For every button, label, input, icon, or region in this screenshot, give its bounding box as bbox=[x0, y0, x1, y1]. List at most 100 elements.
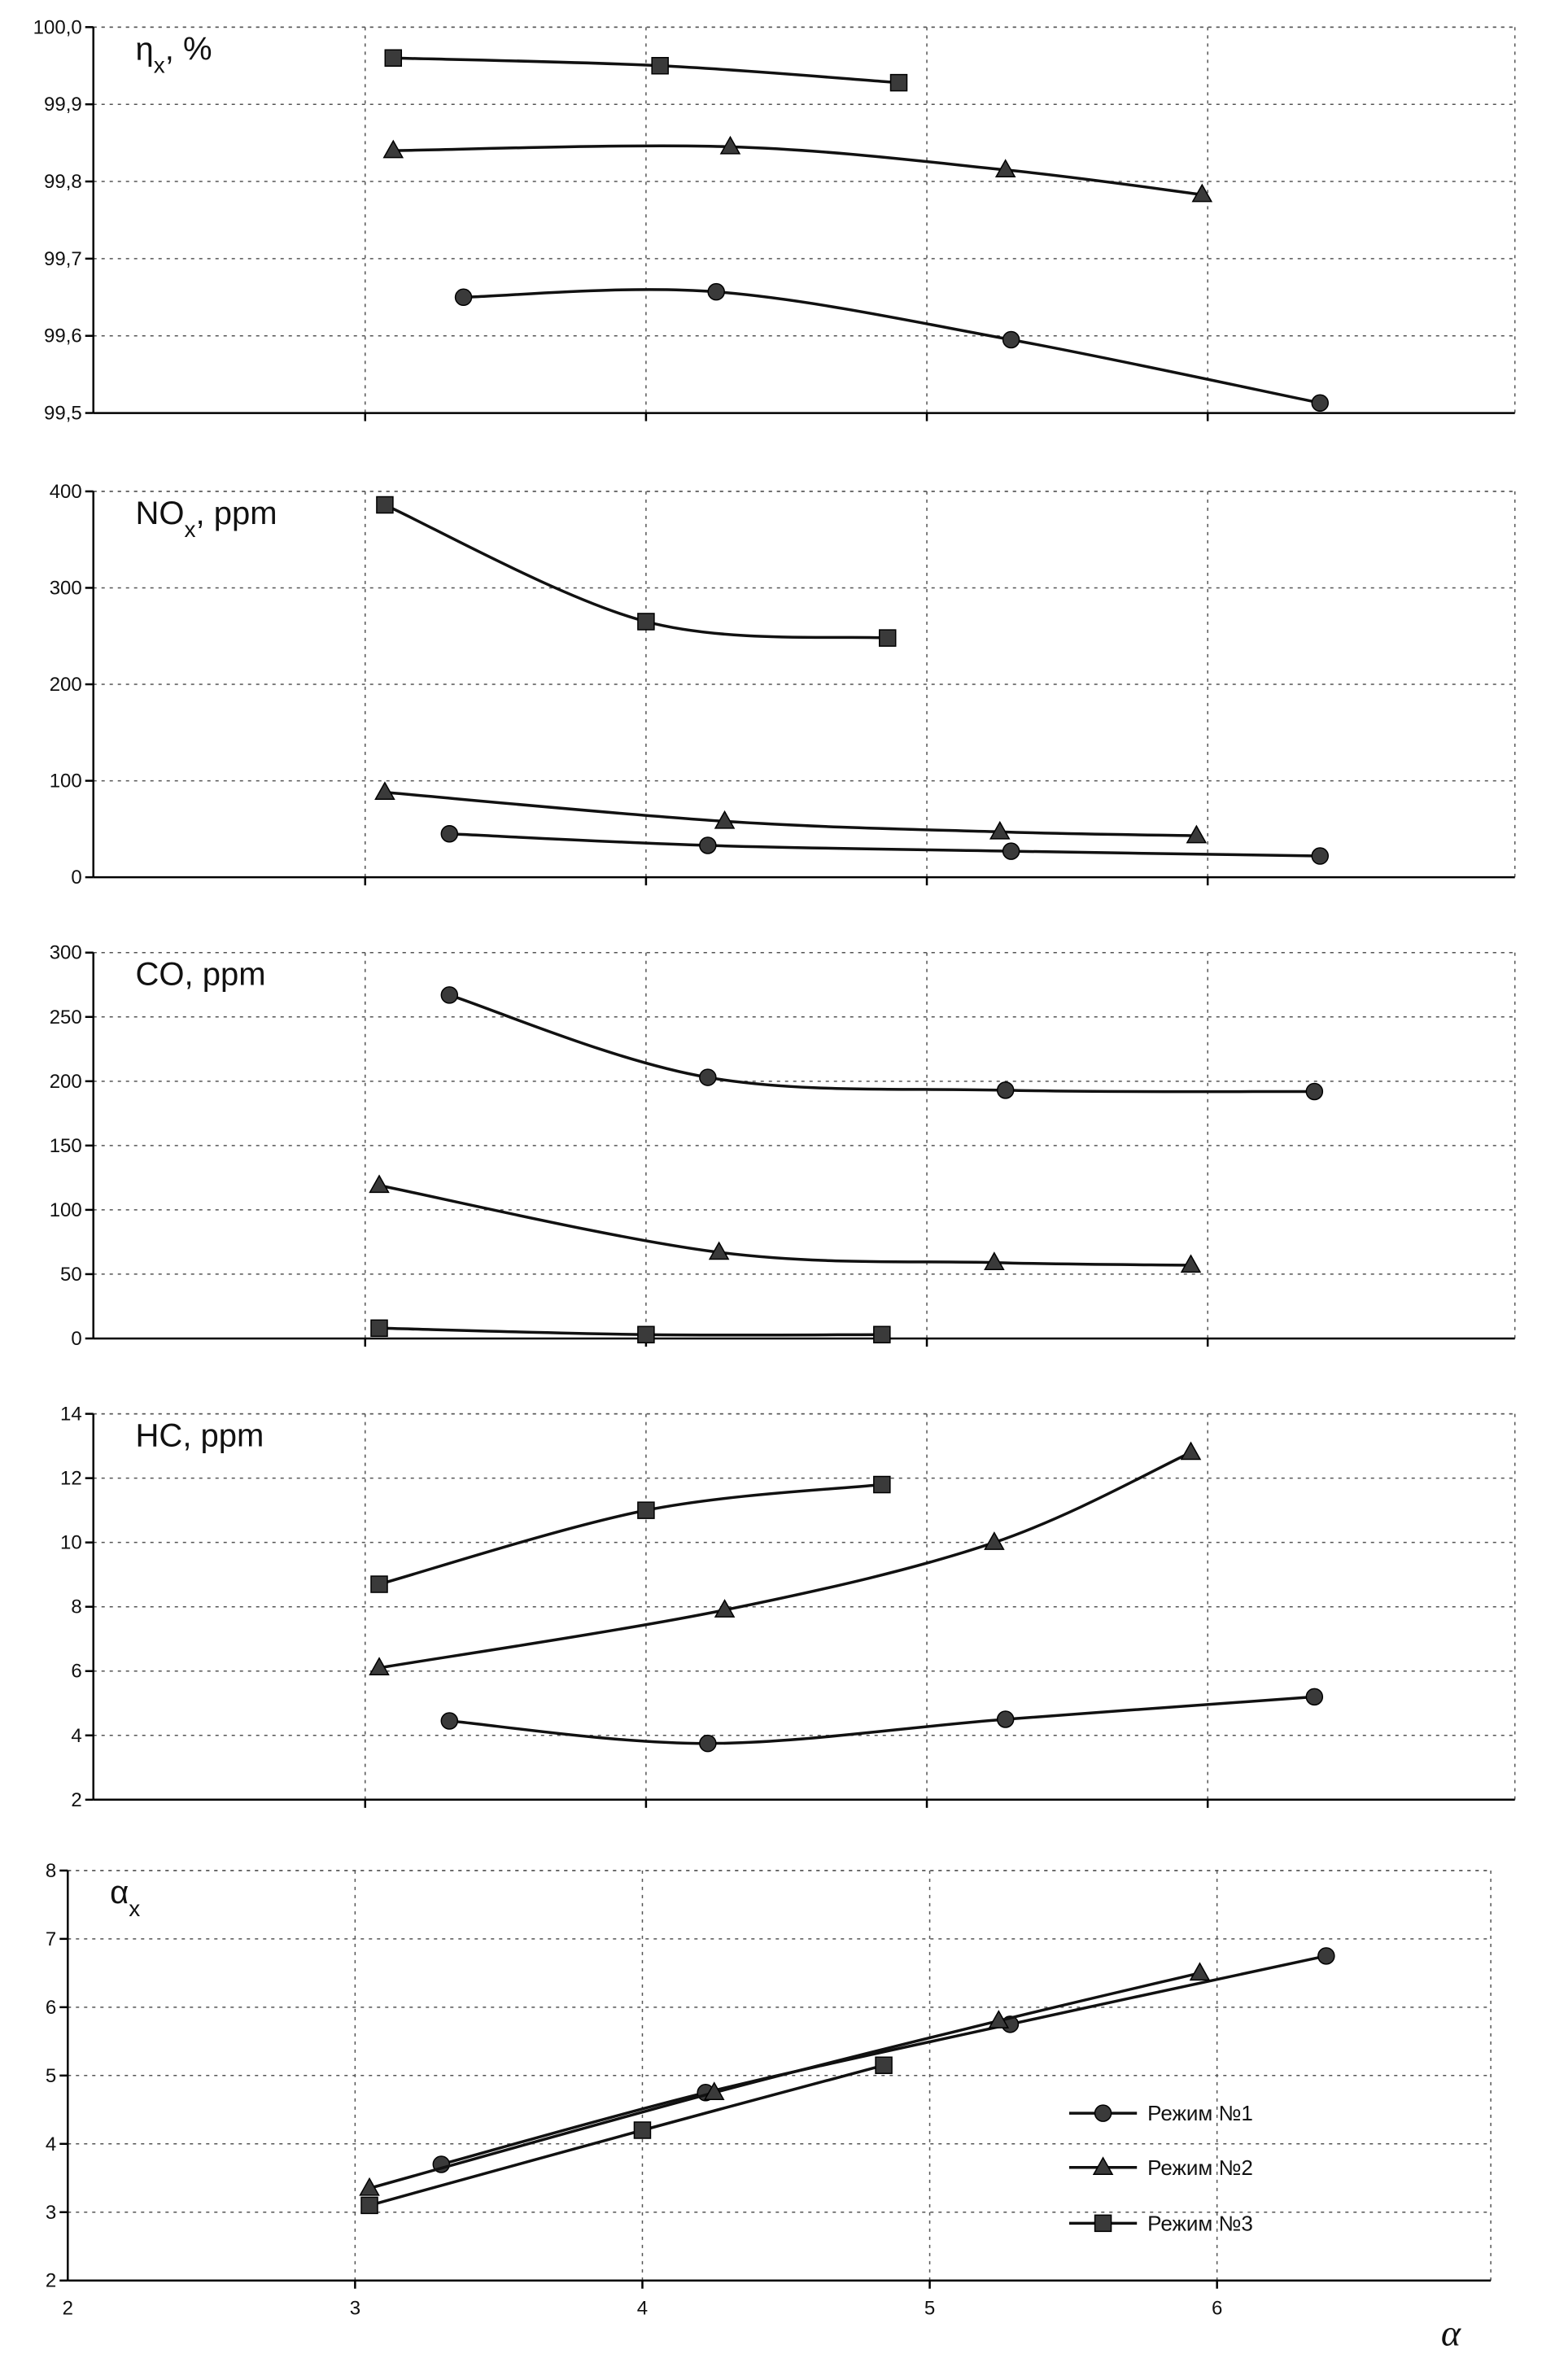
data-point-square bbox=[873, 1475, 891, 1494]
data-point-triangle bbox=[374, 781, 395, 801]
y-tick-label: 3 bbox=[46, 2202, 56, 2224]
y-tick-label: 99,5 bbox=[44, 403, 82, 425]
y-tick-label: 14 bbox=[60, 1404, 82, 1426]
y-tick-label: 8 bbox=[71, 1596, 81, 1618]
series-line bbox=[449, 832, 1321, 858]
y-tick-label: 6 bbox=[46, 1997, 56, 2019]
y-tick-label: 100,0 bbox=[33, 16, 82, 38]
data-point-triangle bbox=[984, 1531, 1005, 1550]
panel-title: NOx, ppm bbox=[136, 496, 277, 542]
x-tick-label: 6 bbox=[1212, 2298, 1222, 2320]
y-tick-label: 400 bbox=[50, 481, 82, 503]
series-line bbox=[378, 1184, 1191, 1267]
y-tick-label: 4 bbox=[46, 2133, 56, 2155]
series-square bbox=[384, 49, 908, 92]
data-point-triangle bbox=[988, 2010, 1010, 2028]
y-tick-label: 7 bbox=[46, 1928, 56, 1950]
series-line bbox=[440, 1954, 1327, 2166]
series-square bbox=[370, 1319, 891, 1343]
data-point-square bbox=[370, 1575, 388, 1593]
series-triangle bbox=[359, 1962, 1211, 2196]
alpha-x-panel: 2 3 4 5 6 7 8 2 3 4 5 6 α αx Режим №1 Режим №2 Режим №3 bbox=[46, 1860, 1492, 2354]
data-point-circle bbox=[1317, 1947, 1335, 1965]
data-point-circle bbox=[1002, 330, 1020, 349]
data-point-triangle bbox=[1189, 1962, 1211, 1981]
data-point-triangle bbox=[1180, 1254, 1202, 1273]
co-panel: 0 50 100 150 200 250 300 CO, ppm bbox=[50, 942, 1516, 1350]
series-triangle bbox=[382, 135, 1213, 203]
data-point-circle bbox=[699, 1734, 717, 1753]
data-point-square bbox=[637, 1501, 655, 1519]
data-point-triangle bbox=[369, 1174, 390, 1194]
hc-panel: 2 4 6 8 10 12 14 HC, ppm bbox=[60, 1404, 1516, 1811]
panel-title: HC, ppm bbox=[136, 1418, 264, 1454]
y-tick-label: 200 bbox=[50, 674, 82, 696]
data-point-triangle bbox=[1180, 1441, 1202, 1461]
series-triangle bbox=[369, 1441, 1202, 1676]
data-point-square bbox=[376, 496, 394, 514]
y-tick-label: 150 bbox=[50, 1135, 82, 1157]
data-point-square bbox=[873, 1325, 891, 1343]
data-point-circle bbox=[1305, 1688, 1324, 1706]
y-tick-label: 4 bbox=[71, 1725, 81, 1747]
legend-label: Режим №3 bbox=[1147, 2211, 1253, 2235]
y-tick-label: 100 bbox=[50, 1199, 82, 1221]
y-tick-label: 200 bbox=[50, 1071, 82, 1093]
x-tick-label: 5 bbox=[924, 2298, 935, 2320]
series-line bbox=[448, 993, 1315, 1094]
data-point-triangle bbox=[369, 1657, 390, 1676]
series-line bbox=[369, 2063, 885, 2208]
series-circle bbox=[440, 825, 1329, 865]
data-point-circle bbox=[699, 1068, 717, 1086]
legend-marker-circle bbox=[1094, 2104, 1112, 2122]
data-point-circle bbox=[699, 836, 717, 854]
legend-label: Режим №2 bbox=[1147, 2155, 1253, 2180]
y-tick-label: 2 bbox=[46, 2270, 56, 2292]
y-tick-label: 10 bbox=[60, 1532, 82, 1554]
series-line bbox=[378, 1451, 1192, 1670]
data-point-square bbox=[651, 57, 669, 75]
series-line bbox=[463, 288, 1321, 404]
y-tick-label: 0 bbox=[71, 1328, 81, 1350]
y-tick-label: 300 bbox=[50, 577, 82, 599]
data-point-circle bbox=[1311, 394, 1329, 412]
data-point-triangle bbox=[994, 159, 1016, 178]
data-point-triangle bbox=[1191, 183, 1213, 203]
data-point-triangle bbox=[984, 1251, 1005, 1270]
series-circle bbox=[454, 282, 1329, 412]
legend-marker-triangle bbox=[1092, 2156, 1114, 2176]
data-point-triangle bbox=[989, 820, 1011, 840]
data-point-square bbox=[889, 73, 908, 92]
data-point-square bbox=[384, 49, 403, 68]
y-tick-label: 300 bbox=[50, 942, 82, 964]
nox-panel: 0 100 200 300 400 NOx, ppm bbox=[50, 481, 1516, 889]
data-point-triangle bbox=[719, 135, 741, 155]
y-tick-label: 8 bbox=[46, 1860, 56, 1882]
y-tick-label: 99,9 bbox=[44, 94, 82, 116]
data-point-circle bbox=[440, 825, 459, 843]
y-tick-label: 12 bbox=[60, 1468, 82, 1490]
series-line bbox=[384, 503, 888, 640]
series-triangle bbox=[374, 781, 1208, 844]
x-axis-label: α bbox=[1441, 2312, 1461, 2354]
data-point-circle bbox=[440, 1712, 459, 1730]
data-point-triangle bbox=[359, 2177, 380, 2196]
legend: Режим №1 Режим №2 Режим №3 bbox=[1068, 2101, 1253, 2235]
data-point-triangle bbox=[714, 810, 736, 829]
series-square bbox=[376, 496, 897, 647]
y-tick-label: 6 bbox=[71, 1661, 81, 1683]
data-point-triangle bbox=[714, 1599, 736, 1618]
series-square bbox=[370, 1475, 891, 1593]
legend-label: Режим №1 bbox=[1147, 2101, 1253, 2125]
series-line bbox=[393, 144, 1203, 196]
panel-title: αx bbox=[110, 1875, 140, 1921]
series-square bbox=[360, 2056, 893, 2215]
y-tick-label: 99,7 bbox=[44, 248, 82, 270]
data-point-triangle bbox=[703, 2081, 725, 2101]
data-point-square bbox=[633, 2121, 652, 2139]
series-line bbox=[369, 1972, 1200, 2190]
data-point-circle bbox=[996, 1710, 1015, 1728]
series-line bbox=[378, 1483, 882, 1586]
y-tick-label: 2 bbox=[71, 1789, 81, 1811]
x-tick-label: 4 bbox=[637, 2298, 648, 2320]
